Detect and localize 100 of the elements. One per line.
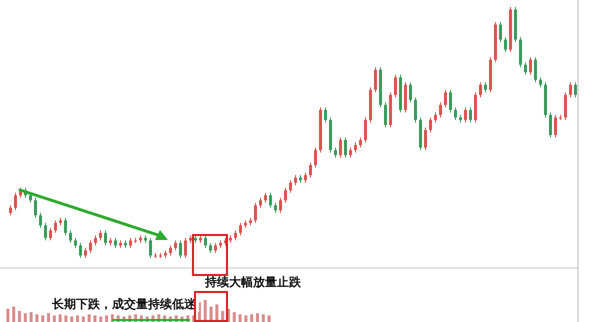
candlestick bbox=[574, 82, 577, 98]
candlestick bbox=[334, 147, 337, 158]
candlestick bbox=[384, 102, 387, 128]
candlestick bbox=[214, 242, 217, 254]
candlestick bbox=[324, 106, 327, 123]
candlestick bbox=[504, 36, 507, 53]
candlestick bbox=[374, 66, 377, 93]
candlestick bbox=[449, 89, 452, 113]
bar bbox=[35, 314, 38, 322]
candlestick bbox=[429, 116, 432, 133]
candlestick bbox=[279, 197, 282, 214]
bar bbox=[70, 316, 74, 322]
bar bbox=[47, 313, 50, 322]
candlestick bbox=[44, 222, 47, 241]
candlestick bbox=[49, 227, 52, 241]
candlestick bbox=[524, 62, 527, 76]
candlestick bbox=[34, 197, 37, 218]
candlestick bbox=[339, 137, 342, 158]
candlestick bbox=[394, 74, 397, 98]
bar bbox=[82, 316, 85, 322]
bar bbox=[64, 315, 68, 322]
candlestick bbox=[234, 230, 237, 241]
candlestick bbox=[314, 147, 317, 168]
candlestick bbox=[99, 230, 102, 241]
candlestick bbox=[54, 220, 57, 234]
candlestick bbox=[304, 172, 307, 184]
candlestick bbox=[84, 247, 87, 258]
bar bbox=[18, 311, 22, 322]
bar bbox=[105, 315, 108, 322]
candlestick bbox=[469, 106, 472, 123]
bar bbox=[268, 315, 271, 322]
bar bbox=[250, 314, 254, 322]
candlestick bbox=[64, 217, 67, 236]
candlestick bbox=[499, 22, 502, 43]
candlestick bbox=[309, 162, 312, 178]
candlestick bbox=[79, 242, 82, 258]
candlestick bbox=[414, 96, 417, 123]
candlestick bbox=[254, 202, 257, 224]
candlestick bbox=[484, 82, 487, 93]
candlestick bbox=[344, 137, 347, 158]
candlestick bbox=[114, 237, 117, 248]
candlestick bbox=[444, 89, 447, 108]
bar bbox=[93, 315, 96, 322]
candlestick bbox=[564, 92, 567, 120]
candlestick bbox=[149, 237, 152, 258]
bar bbox=[238, 314, 242, 322]
candlestick bbox=[354, 142, 357, 154]
bar bbox=[6, 308, 10, 322]
bar bbox=[232, 312, 236, 322]
candlestick bbox=[534, 56, 537, 83]
candlestick bbox=[464, 106, 467, 123]
bar bbox=[12, 306, 16, 322]
candlestick bbox=[209, 242, 212, 254]
bar bbox=[256, 313, 259, 322]
candlestick bbox=[184, 237, 187, 258]
candlestick bbox=[269, 192, 272, 208]
candlestick bbox=[104, 230, 107, 246]
candlestick bbox=[294, 174, 297, 186]
candlestick bbox=[359, 137, 362, 148]
candlestick bbox=[174, 240, 177, 251]
bar bbox=[99, 316, 102, 322]
bar bbox=[262, 314, 265, 322]
candlestick bbox=[479, 82, 482, 98]
candlestick bbox=[454, 106, 457, 120]
bar bbox=[24, 313, 27, 322]
candlestick bbox=[424, 126, 427, 151]
bar bbox=[41, 315, 44, 322]
candlestick bbox=[179, 240, 182, 258]
candlestick bbox=[129, 237, 132, 248]
candlestick bbox=[169, 244, 172, 256]
candlestick bbox=[284, 187, 287, 204]
candlestick bbox=[529, 56, 532, 76]
candlestick bbox=[74, 237, 77, 248]
bar bbox=[76, 315, 80, 322]
candlestick bbox=[259, 197, 262, 208]
candlestick bbox=[39, 212, 42, 228]
candlestick bbox=[9, 204, 12, 216]
bar bbox=[244, 315, 248, 322]
candlestick bbox=[549, 112, 552, 138]
candlestick bbox=[409, 82, 412, 103]
candlestick bbox=[274, 202, 277, 214]
bar bbox=[58, 314, 62, 322]
candlestick bbox=[89, 240, 92, 254]
candlestick bbox=[69, 230, 72, 244]
candlestick bbox=[364, 116, 367, 144]
candlestick bbox=[204, 234, 207, 248]
candlestick bbox=[264, 192, 267, 204]
candlestick bbox=[439, 102, 442, 118]
bar bbox=[88, 314, 91, 322]
candlestick bbox=[94, 234, 97, 246]
candlestick bbox=[434, 112, 437, 123]
candlestick bbox=[539, 76, 542, 88]
candlestick bbox=[554, 114, 557, 138]
bar bbox=[204, 300, 207, 322]
bar bbox=[52, 315, 56, 322]
bar bbox=[30, 312, 33, 322]
candlestick bbox=[569, 82, 572, 98]
candlestick bbox=[289, 180, 292, 194]
text: 持续大幅放量止跌 bbox=[204, 275, 302, 289]
candlestick bbox=[239, 222, 242, 236]
